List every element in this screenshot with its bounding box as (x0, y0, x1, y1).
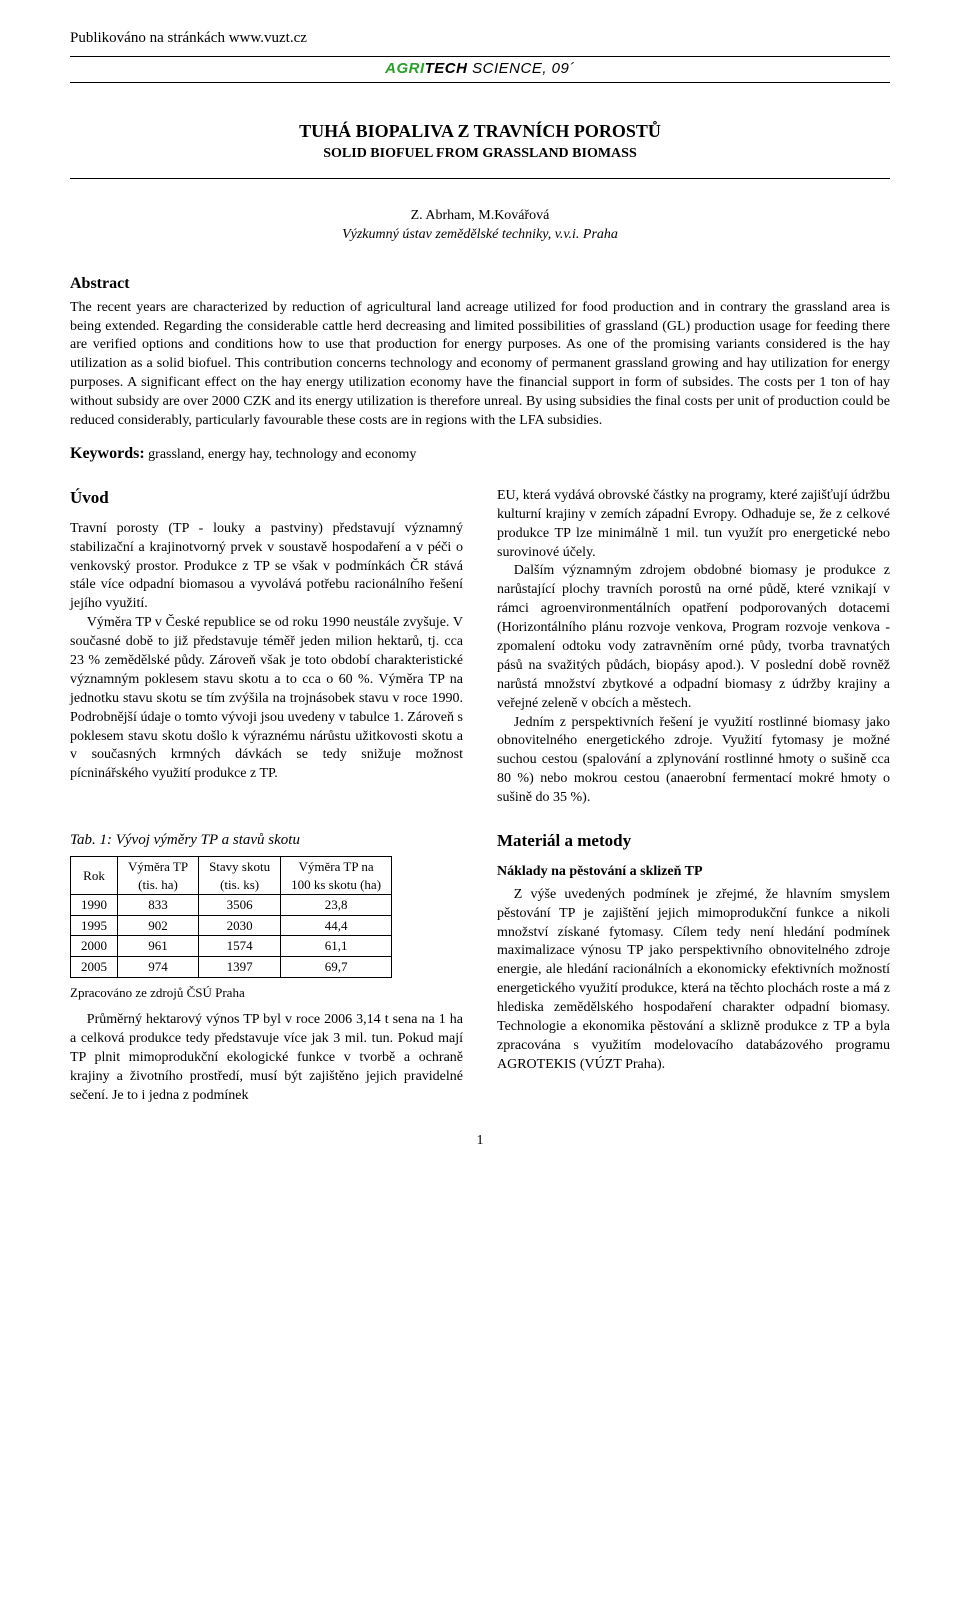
table1-cell: 833 (118, 895, 199, 916)
table1-header-row: Rok Výměra TP(tis. ha) Stavy skotu(tis. … (71, 857, 392, 895)
table1-col-header: Stavy skotu(tis. ks) (199, 857, 281, 895)
table1-cell: 2005 (71, 956, 118, 977)
intro-right-para: Jedním z perspektivních řešení je využit… (497, 714, 890, 808)
table1-cell: 23,8 (281, 895, 392, 916)
journal-header-rule: AGRITECH SCIENCE, 09´ (70, 56, 890, 83)
table1-cell: 1397 (199, 956, 281, 977)
intro-left-para: Výměra TP v České republice se od roku 1… (70, 614, 463, 784)
journal-rest: SCIENCE, 09´ (467, 60, 574, 77)
intro-right-para: Dalším významným zdrojem obdobné biomasy… (497, 562, 890, 713)
table1-caption: Tab. 1: Vývoj výměry TP a stavů skotu (70, 830, 463, 850)
table1-cell: 2000 (71, 936, 118, 957)
keywords-line: Keywords: grassland, energy hay, technol… (70, 443, 890, 465)
intro-right-column: EU, která vydává obrovské částky na prog… (497, 487, 890, 808)
title-english: SOLID BIOFUEL FROM GRASSLAND BIOMASS (70, 145, 890, 164)
authors-block: Z. Abrham, M.Kovářová Výzkumný ústav zem… (70, 207, 890, 245)
table-row: 2000 961 1574 61,1 (71, 936, 392, 957)
journal-tech: TECH (425, 60, 468, 77)
abstract-heading: Abstract (70, 273, 890, 295)
author-names: Z. Abrham, M.Kovářová (70, 207, 890, 226)
table1-cell: 61,1 (281, 936, 392, 957)
table-row: 1990 833 3506 23,8 (71, 895, 392, 916)
page-number: 1 (70, 1132, 890, 1151)
table1-cell: 902 (118, 915, 199, 936)
table1-cell: 961 (118, 936, 199, 957)
intro-heading: Úvod (70, 487, 463, 510)
table-column: Tab. 1: Vývoj výměry TP a stavů skotu Ro… (70, 830, 463, 1106)
materials-column: Materiál a metody Náklady na pěstování a… (497, 830, 890, 1106)
intro-left-para: Travní porosty (TP - louky a pastviny) p… (70, 520, 463, 614)
table1-cell: 3506 (199, 895, 281, 916)
table1-source-note: Zpracováno ze zdrojů ČSÚ Praha (70, 984, 463, 1002)
table1-col-header: Výměra TP na100 ks skotu (ha) (281, 857, 392, 895)
journal-agri: AGRI (385, 60, 425, 77)
lower-columns: Tab. 1: Vývoj výměry TP a stavů skotu Ro… (70, 830, 890, 1106)
title-czech: TUHÁ BIOPALIVA Z TRAVNÍCH POROSTŮ (70, 119, 890, 143)
table1-cell: 1574 (199, 936, 281, 957)
table1-col-header: Rok (71, 857, 118, 895)
table-row: 2005 974 1397 69,7 (71, 956, 392, 977)
table1-cell: 1990 (71, 895, 118, 916)
intro-right-para: EU, která vydává obrovské částky na prog… (497, 487, 890, 563)
keywords-text: grassland, energy hay, technology and ec… (145, 447, 417, 462)
title-block: TUHÁ BIOPALIVA Z TRAVNÍCH POROSTŮ SOLID … (70, 119, 890, 179)
table1-col-header: Výměra TP(tis. ha) (118, 857, 199, 895)
author-affiliation: Výzkumný ústav zemědělské techniky, v.v.… (70, 226, 890, 245)
materials-para: Z výše uvedených podmínek je zřejmé, že … (497, 886, 890, 1075)
table1-cell: 69,7 (281, 956, 392, 977)
journal-title: AGRITECH SCIENCE, 09´ (385, 60, 575, 77)
table1-after-para: Průměrný hektarový výnos TP byl v roce 2… (70, 1011, 463, 1105)
intro-columns: Úvod Travní porosty (TP - louky a pastvi… (70, 487, 890, 808)
materials-heading: Materiál a metody (497, 830, 890, 853)
table1-cell: 44,4 (281, 915, 392, 936)
table1: Rok Výměra TP(tis. ha) Stavy skotu(tis. … (70, 856, 392, 977)
keywords-label: Keywords: (70, 445, 145, 462)
materials-subheading: Náklady na pěstování a sklizeň TP (497, 863, 890, 882)
table1-cell: 1995 (71, 915, 118, 936)
table1-cell: 2030 (199, 915, 281, 936)
intro-left-column: Úvod Travní porosty (TP - louky a pastvi… (70, 487, 463, 808)
table-row: 1995 902 2030 44,4 (71, 915, 392, 936)
abstract-text: The recent years are characterized by re… (70, 299, 890, 431)
table1-cell: 974 (118, 956, 199, 977)
published-line: Publikováno na stránkách www.vuzt.cz (70, 28, 890, 48)
